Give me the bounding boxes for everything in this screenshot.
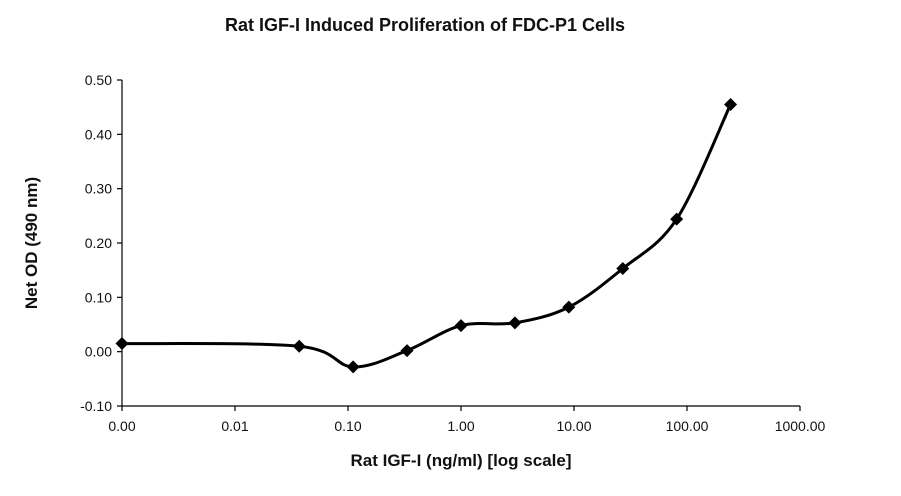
- x-tick-label: 1000.00: [775, 418, 826, 434]
- data-point: [616, 262, 630, 276]
- data-point: [115, 337, 129, 351]
- data-point: [562, 300, 576, 314]
- x-axis-title: Rat IGF-I (ng/ml) [log scale]: [350, 451, 571, 470]
- y-axis-title: Net OD (490 nm): [22, 177, 41, 309]
- x-tick-label: 0.01: [221, 418, 248, 434]
- data-point: [400, 344, 414, 358]
- data-point: [508, 316, 522, 330]
- data-point: [346, 360, 360, 374]
- x-tick-label: 10.00: [556, 418, 591, 434]
- y-tick-label: 0.30: [85, 181, 112, 197]
- x-tick-label: 100.00: [666, 418, 709, 434]
- chart-title: Rat IGF-I Induced Proliferation of FDC-P…: [225, 15, 625, 35]
- y-tick-label: 0.20: [85, 235, 112, 251]
- y-tick-label: 0.40: [85, 126, 112, 142]
- x-tick-label: 0.10: [334, 418, 361, 434]
- y-tick-label: -0.10: [80, 398, 112, 414]
- y-tick-label: 0.50: [85, 72, 112, 88]
- data-point: [292, 339, 306, 353]
- y-tick-label: 0.10: [85, 289, 112, 305]
- data-point: [724, 97, 738, 111]
- data-point: [670, 212, 684, 226]
- y-axis-ticks: -0.10 0.00 0.10 0.20 0.30 0.40 0.50: [80, 72, 122, 414]
- x-tick-label: 1.00: [447, 418, 474, 434]
- data-point: [454, 319, 468, 333]
- series-line: [120, 102, 733, 369]
- x-tick-label: 0.00: [108, 418, 135, 434]
- x-axis-ticks: 0.00 0.01 0.10 1.00 10.00 100.00 1000.00: [108, 406, 826, 434]
- series-markers: [115, 97, 738, 374]
- y-tick-label: 0.00: [85, 344, 112, 360]
